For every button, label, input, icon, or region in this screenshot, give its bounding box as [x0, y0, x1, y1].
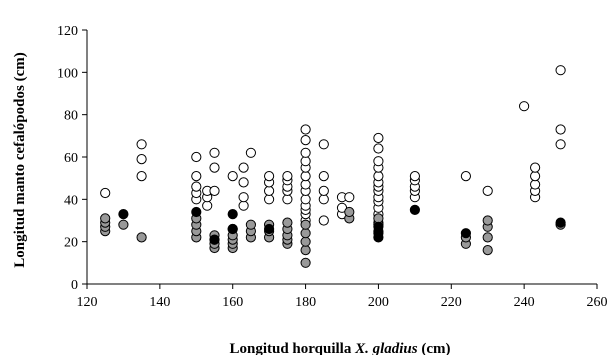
ticks: [82, 29, 598, 289]
data-point: [136, 139, 147, 150]
data-point: [300, 124, 311, 135]
data-point: [191, 151, 202, 163]
data-point: [555, 65, 566, 76]
y-tick-label: 100: [57, 66, 78, 81]
data-point: [300, 257, 311, 268]
data-point: [373, 221, 384, 232]
data-point: [238, 192, 249, 203]
x-tick-label: 180: [295, 295, 316, 310]
data-point: [373, 213, 384, 224]
data-point: [264, 194, 275, 205]
data-point: [136, 154, 147, 165]
x-axis-title-part: (cm): [418, 341, 451, 355]
data-point: [318, 171, 329, 182]
data-point: [519, 101, 530, 112]
data-point: [300, 228, 311, 239]
data-point: [318, 139, 329, 150]
data-point: [238, 200, 249, 211]
data-point: [300, 236, 311, 247]
data-point: [460, 171, 471, 182]
data-point: [555, 217, 566, 228]
y-tick-label: 40: [64, 193, 78, 208]
data-point: [318, 185, 329, 196]
x-tick-label: 240: [514, 295, 535, 310]
data-point: [118, 219, 129, 230]
data-point: [482, 215, 493, 226]
x-tick-label: 260: [587, 295, 608, 310]
x-axis-title-part: Longitud horquilla: [229, 341, 355, 355]
data-point: [264, 185, 275, 196]
data-point: [264, 223, 275, 235]
x-axis-title: Longitud horquilla X. gladius (cm): [229, 341, 450, 355]
data-point: [209, 162, 220, 173]
data-point: [482, 232, 493, 243]
data-point: [373, 156, 384, 167]
data-point: [300, 171, 311, 182]
data-point: [209, 185, 220, 196]
data-point: [300, 219, 311, 230]
x-tick-label: 160: [222, 295, 243, 310]
data-point: [318, 194, 329, 205]
data-point: [209, 234, 220, 245]
data-point: [227, 209, 238, 220]
data-point: [300, 156, 311, 167]
data-point: [238, 162, 249, 173]
y-axis-title: Longitud manto cefalópodos (cm): [12, 52, 28, 267]
data-point: [227, 171, 238, 182]
data-point: [344, 192, 355, 203]
data-point: [409, 204, 420, 215]
y-tick-label: 0: [71, 278, 78, 293]
data-point: [300, 245, 311, 256]
x-tick-label: 220: [441, 295, 462, 310]
data-point: [530, 171, 541, 182]
data-point: [238, 177, 249, 188]
x-tick-label: 140: [149, 295, 170, 310]
y-tick-label: 60: [64, 151, 78, 166]
tick-labels: 120 140 160 180 200 220 240 260 0 20 40 60 80 100 120: [57, 24, 608, 310]
data-point: [300, 179, 311, 190]
data-point: [282, 217, 293, 228]
data-point: [202, 200, 213, 211]
data-point: [191, 206, 202, 218]
x-tick-label: 120: [77, 295, 98, 310]
data-point: [191, 171, 202, 182]
x-tick-label: 200: [368, 295, 389, 310]
data-point: [209, 147, 220, 158]
data-point: [530, 179, 541, 190]
data-point: [100, 213, 111, 224]
data-point: [373, 143, 384, 154]
data-point: [318, 215, 329, 226]
data-point: [482, 185, 493, 196]
data-point: [409, 171, 420, 182]
data-point: [530, 162, 541, 173]
x-axis-title-part: X. gladius: [354, 341, 418, 355]
y-tick-label: 20: [64, 236, 78, 251]
data-point: [300, 135, 311, 146]
data-point: [373, 171, 384, 182]
data-point: [282, 194, 293, 205]
y-tick-label: 80: [64, 109, 78, 124]
data-point: [264, 171, 275, 182]
data-point: [555, 124, 566, 135]
data-point: [136, 171, 147, 182]
data-point: [245, 219, 256, 230]
data-point: [227, 223, 238, 235]
data-point: [300, 147, 311, 158]
data-points: [100, 65, 566, 268]
data-point: [191, 181, 202, 192]
data-point: [482, 245, 493, 256]
data-point: [118, 209, 129, 220]
data-point: [460, 228, 471, 239]
data-point: [136, 232, 147, 243]
data-point: [300, 194, 311, 205]
data-point: [344, 206, 355, 218]
y-tick-label: 120: [57, 24, 78, 39]
data-point: [282, 171, 293, 182]
data-point: [100, 187, 111, 199]
data-point: [555, 139, 566, 150]
data-point: [373, 132, 384, 144]
axes: [86, 30, 597, 285]
data-point: [245, 147, 256, 158]
